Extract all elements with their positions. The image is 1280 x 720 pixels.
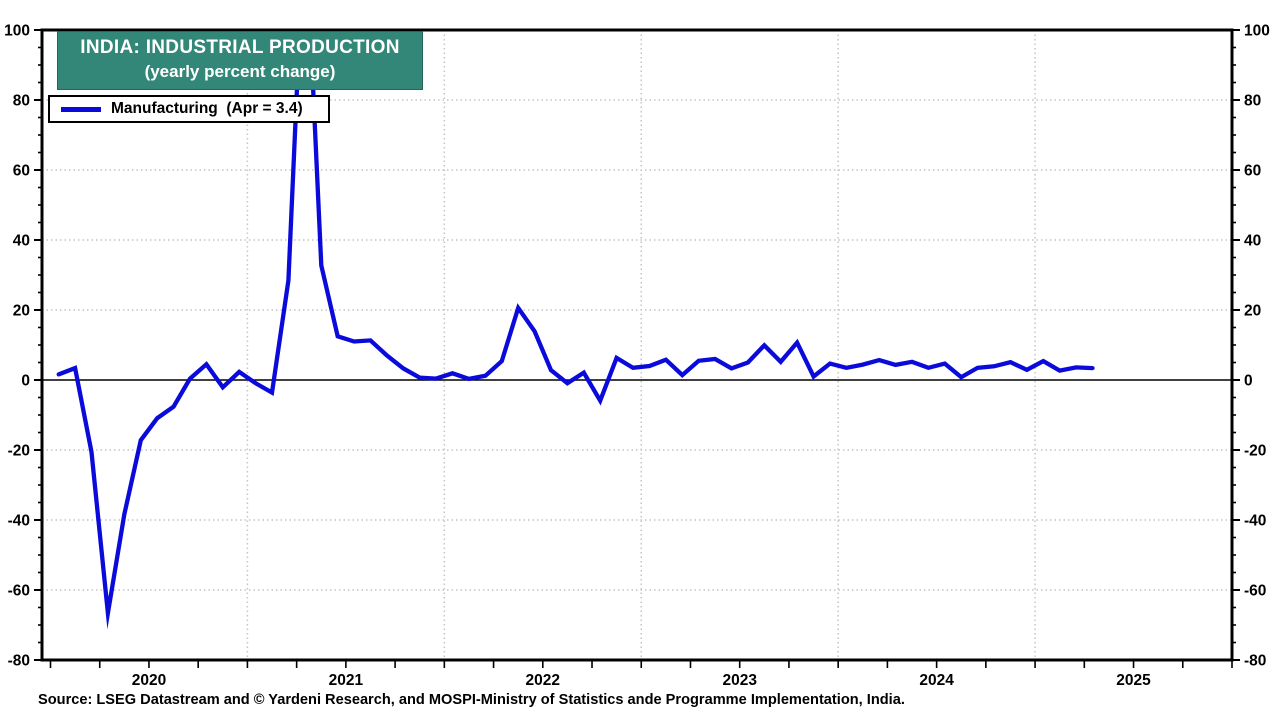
chart-title: INDIA: INDUSTRIAL PRODUCTION (80, 37, 400, 58)
y-axis-label-left: -80 (8, 653, 30, 670)
y-axis-label-right: 100 (1244, 23, 1270, 40)
y-axis-label-right: -40 (1244, 513, 1266, 530)
legend-line-swatch (61, 106, 101, 112)
legend-label: Manufacturing (Apr = 3.4) (111, 100, 303, 117)
y-axis-label-left: 0 (21, 373, 30, 390)
y-axis-label-right: -20 (1244, 443, 1266, 460)
y-axis-label-right: 60 (1244, 163, 1261, 180)
y-axis-label-right: 0 (1244, 373, 1253, 390)
manufacturing-line (56, 30, 1095, 630)
legend: Manufacturing (Apr = 3.4) (48, 95, 330, 123)
y-axis-label-left: 60 (13, 163, 30, 180)
x-axis-year-label: 2020 (132, 672, 166, 689)
y-axis-label-left: -60 (8, 583, 30, 600)
x-axis-year-label: 2024 (919, 672, 954, 689)
y-axis-label-left: 20 (13, 303, 30, 320)
y-axis-label-right: -80 (1244, 653, 1266, 670)
x-axis-year-label: 2023 (722, 672, 757, 689)
y-axis-label-left: -20 (8, 443, 30, 460)
chart-subtitle: (yearly percent change) (144, 62, 336, 81)
y-axis-label-right: 40 (1244, 233, 1261, 250)
x-axis-year-label: 2021 (329, 672, 364, 689)
y-axis-label-right: -60 (1244, 583, 1266, 600)
chart-title-box: INDIA: INDUSTRIAL PRODUCTION (yearly per… (57, 31, 423, 90)
y-axis-label-left: 100 (4, 23, 30, 40)
x-axis-year-label: 2022 (526, 672, 560, 689)
y-axis-label-right: 20 (1244, 303, 1261, 320)
x-axis-year-label: 2025 (1116, 672, 1151, 689)
y-axis-label-right: 80 (1244, 93, 1261, 110)
plot-frame (40, 28, 1234, 662)
y-axis-label-left: 40 (13, 233, 30, 250)
source-note: Source: LSEG Datastream and © Yardeni Re… (38, 692, 905, 708)
y-axis-label-left: 80 (13, 93, 30, 110)
y-axis-label-left: -40 (8, 513, 30, 530)
